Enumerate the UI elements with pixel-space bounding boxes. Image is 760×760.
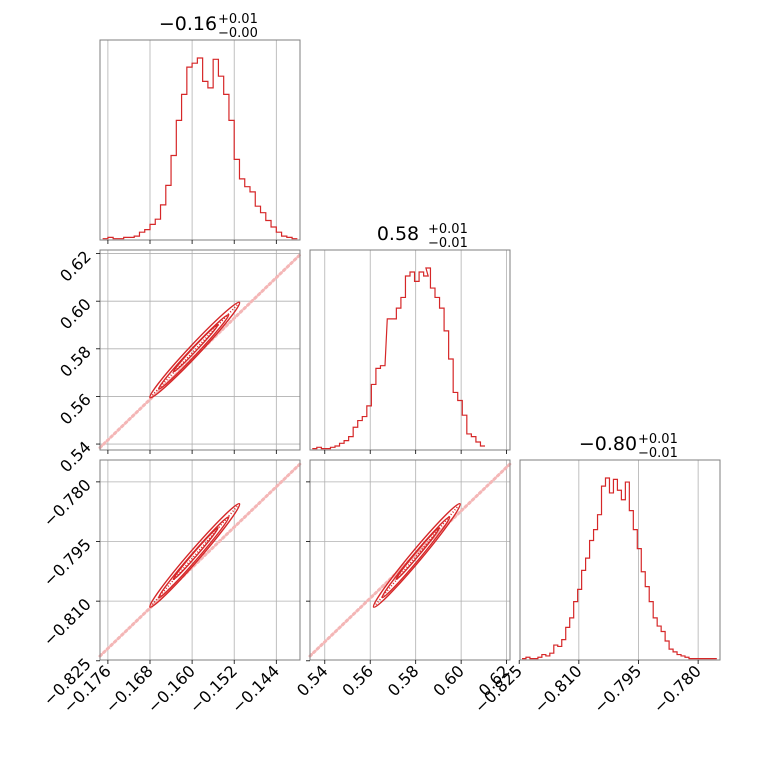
joint-ac-contour-mid xyxy=(158,516,230,599)
joint-ac-contours xyxy=(149,502,241,608)
joint-bc-contour-outer xyxy=(372,502,461,608)
hist-b-grid xyxy=(324,250,507,450)
joint-bc-x-tick-label: 0.58 xyxy=(384,661,423,700)
hist-c-x-tick-label: −0.795 xyxy=(590,661,645,716)
hist-b-title: 0.58 xyxy=(377,223,419,245)
joint-ab-density-ridge xyxy=(151,304,238,396)
joint-ab-y-tick-label: 0.60 xyxy=(56,295,95,334)
joint-bc-x-tick-label: 0.54 xyxy=(293,661,332,700)
joint-ab-frame xyxy=(99,249,301,451)
hist-a-frame xyxy=(99,39,301,241)
joint-ac-contour-inner xyxy=(172,527,219,581)
joint-ac-y-tick-label: −0.780 xyxy=(40,475,95,530)
joint-ab-y-tick-label: 0.58 xyxy=(56,342,95,381)
joint-ac-y-tick-label: −0.810 xyxy=(40,595,95,650)
joint-bc-contours xyxy=(372,502,461,608)
joint-bc-x-tick-label: 0.56 xyxy=(338,661,377,700)
hist-a-title-plus: +0.01 xyxy=(218,12,258,27)
hist-c-step xyxy=(521,477,717,660)
joint-ac-y-tick-label: −0.795 xyxy=(40,535,95,590)
hist-c-title-minus: −0.01 xyxy=(638,446,678,461)
joint-bc-frame xyxy=(309,459,511,661)
hist-a-step xyxy=(102,57,298,240)
hist-c-frame xyxy=(519,459,721,661)
hist-c-title-plus: +0.01 xyxy=(638,432,678,447)
joint-ab-y-tick-label: 0.54 xyxy=(56,437,95,476)
hist-b-title-plus: +0.01 xyxy=(428,222,468,237)
hist-b-step xyxy=(312,267,485,450)
joint-ac-x-tick-label: −0.144 xyxy=(228,661,283,716)
joint-ac-frame xyxy=(99,459,301,661)
joint-ab-contour-outer xyxy=(149,301,241,399)
hist-b-frame xyxy=(309,249,511,451)
joint-ac-density-ridge xyxy=(151,505,238,606)
joint-bc-density-ridge xyxy=(375,505,459,606)
hist-c-x-tick-label: −0.780 xyxy=(650,661,705,716)
joint-bc-x-tick-label: 0.60 xyxy=(429,661,468,700)
hist-c-x-tick-label: −0.810 xyxy=(530,661,585,716)
joint-ab-y-tick-label: 0.56 xyxy=(56,390,95,429)
hist-a-grid xyxy=(107,40,277,240)
joint-ab-grid xyxy=(100,250,300,450)
joint-ab-contours xyxy=(149,301,241,399)
hist-a-title: −0.16 xyxy=(159,13,217,35)
joint-ac-contour-outer xyxy=(149,502,241,608)
hist-c-grid xyxy=(578,460,699,660)
hist-a-title-minus: −0.00 xyxy=(218,26,258,41)
hist-b-title-minus: −0.01 xyxy=(428,236,468,251)
hist-c-title: −0.80 xyxy=(579,433,637,455)
joint-ab-y-tick-label: 0.62 xyxy=(56,247,95,286)
joint-ac-scatter-points xyxy=(98,462,302,658)
